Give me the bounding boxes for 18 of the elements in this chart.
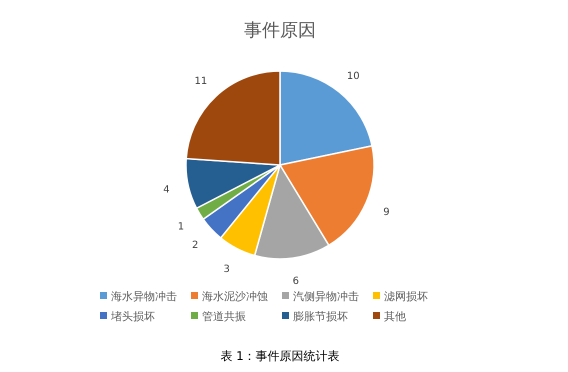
- data-label: 11: [194, 76, 208, 88]
- data-label: 6: [292, 276, 299, 287]
- legend-label: 其他: [384, 310, 406, 323]
- legend-label: 海水异物冲击: [111, 290, 177, 303]
- data-label: 9: [383, 207, 390, 218]
- data-label: 3: [223, 264, 230, 275]
- data-label: 10: [346, 71, 360, 82]
- legend-label: 膨胀节损坏: [293, 310, 348, 323]
- legend-label: 堵头损坏: [110, 310, 155, 323]
- legend-label: 汽侧异物冲击: [293, 290, 359, 303]
- legend-label: 管道共振: [202, 310, 246, 323]
- data-label: 4: [163, 184, 170, 196]
- chart-title: 事件原因: [244, 20, 316, 41]
- data-label: 2: [192, 240, 198, 252]
- data-label: 1: [178, 221, 184, 232]
- text: 表 1：事件原因统计表: [220, 349, 340, 363]
- legend-label: 海水泥沙冲蚀: [202, 290, 268, 303]
- legend-label: 滤网损坏: [384, 290, 428, 303]
